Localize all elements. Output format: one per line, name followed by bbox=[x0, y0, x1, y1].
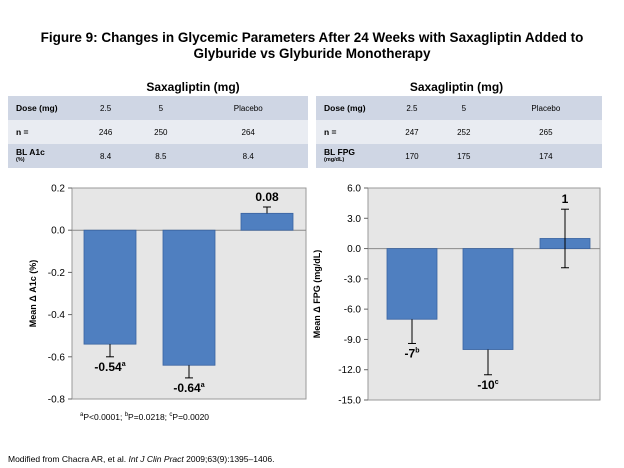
y-tick-label: -15.0 bbox=[338, 396, 361, 407]
data-label-sup: b bbox=[415, 347, 419, 354]
y-tick-label: 0.0 bbox=[347, 244, 361, 255]
table-cell: 252 bbox=[437, 120, 490, 144]
data-label: 0.08 bbox=[255, 190, 279, 204]
data-label: 1 bbox=[562, 192, 569, 206]
a1c-bar-chart: 0.20.0-0.2-0.4-0.6-0.8-0.54a-0.64a0.08Me… bbox=[28, 184, 307, 406]
table-row: n = 247 252 265 bbox=[316, 120, 602, 144]
table-cell: 264 bbox=[188, 120, 308, 144]
table-cell: 250 bbox=[133, 120, 189, 144]
table-cell: 247 bbox=[386, 120, 438, 144]
y-tick-label: 3.0 bbox=[347, 214, 361, 225]
table-row: BL FPG (mg/dL) 170 175 174 bbox=[316, 144, 602, 168]
footnote-sup-b: b bbox=[124, 412, 129, 419]
data-label-sup: a bbox=[122, 361, 126, 368]
row-label-text: n = bbox=[16, 127, 29, 137]
row-unit: (mg/dL) bbox=[324, 157, 345, 163]
y-axis-label: Mean Δ A1c (%) bbox=[28, 260, 38, 327]
table-row: Dose (mg) 2.5 5 Placebo bbox=[8, 96, 308, 120]
row-unit: (%) bbox=[16, 157, 25, 163]
table-row: BL A1c (%) 8.4 8.5 8.4 bbox=[8, 144, 308, 168]
row-label: Dose (mg) bbox=[316, 96, 386, 120]
data-label-value: -7 bbox=[405, 346, 416, 360]
y-tick-label: 0.0 bbox=[51, 226, 65, 237]
footnote-text-1: P<0.0001; bbox=[83, 412, 125, 422]
table-cell: Placebo bbox=[489, 96, 602, 120]
row-label: n = bbox=[316, 120, 386, 144]
data-label-value: 0.08 bbox=[255, 190, 279, 204]
row-label: BL A1c (%) bbox=[8, 144, 78, 168]
y-tick-label: -12.0 bbox=[338, 365, 361, 376]
table-cell: 2.5 bbox=[78, 96, 134, 120]
data-label-sup: c bbox=[495, 379, 499, 386]
row-label: BL FPG (mg/dL) bbox=[316, 144, 386, 168]
footnote-text-2: P=0.0218; bbox=[128, 412, 170, 422]
row-label: Dose (mg) bbox=[8, 96, 78, 120]
data-label: -7b bbox=[405, 346, 420, 360]
bar bbox=[162, 229, 216, 366]
bar bbox=[83, 229, 137, 345]
data-label: -0.54a bbox=[94, 360, 125, 374]
table-cell: 175 bbox=[437, 144, 490, 168]
y-tick-label: -0.8 bbox=[48, 395, 66, 406]
footnote-sup-c: c bbox=[169, 412, 173, 419]
data-label: -0.64a bbox=[173, 381, 204, 395]
table-cell: 5 bbox=[133, 96, 189, 120]
table-cell: 2.5 bbox=[386, 96, 438, 120]
left-panel-header: Saxagliptin (mg) bbox=[146, 80, 240, 94]
table-cell: Placebo bbox=[188, 96, 308, 120]
source-citation: Modified from Chacra AR, et al. Int J Cl… bbox=[8, 454, 275, 464]
figure-title: Figure 9: Changes in Glycemic Parameters… bbox=[0, 30, 624, 62]
y-tick-label: -0.4 bbox=[48, 310, 66, 321]
table-cell: 174 bbox=[489, 144, 602, 168]
source-prefix: Modified from Chacra AR, et al. bbox=[8, 454, 129, 464]
fpg-bar-chart: 6.0 3.0 0.0 -3.0 -6.0 -9.0 -12.0 -15.0 -7b -10c 1 M… bbox=[312, 184, 601, 407]
y-axis-label: Mean Δ FPG (mg/dL) bbox=[312, 250, 322, 338]
table-cell: 265 bbox=[489, 120, 602, 144]
bar bbox=[462, 248, 514, 350]
y-tick-label: -0.2 bbox=[48, 268, 66, 279]
data-label: -10c bbox=[477, 378, 498, 392]
row-label-text: Dose (mg) bbox=[324, 103, 366, 113]
footnote: aP<0.0001; bP=0.0218; cP=0.0020 bbox=[80, 412, 209, 422]
figure-title-line-1: Figure 9: Changes in Glycemic Parameters… bbox=[40, 30, 584, 45]
data-label-value: -0.54 bbox=[94, 360, 122, 374]
table-cell: 8.4 bbox=[78, 144, 134, 168]
bar bbox=[240, 212, 294, 231]
row-label-text: Dose (mg) bbox=[16, 103, 58, 113]
table-row: Dose (mg) 2.5 5 Placebo bbox=[316, 96, 602, 120]
row-label: n = bbox=[8, 120, 78, 144]
table-cell: 8.4 bbox=[188, 144, 308, 168]
row-label-text: n = bbox=[324, 127, 337, 137]
y-tick-label: -9.0 bbox=[344, 335, 362, 346]
table-cell: 170 bbox=[386, 144, 438, 168]
footnote-text-3: P=0.0020 bbox=[172, 412, 210, 422]
data-label-value: -0.64 bbox=[173, 381, 201, 395]
y-tick-label: -6.0 bbox=[344, 305, 362, 316]
table-cell: 246 bbox=[78, 120, 134, 144]
footnote-sup-a: a bbox=[80, 412, 84, 419]
source-suffix: 2009;63(9):1395–1406. bbox=[183, 454, 275, 464]
left-info-table: Dose (mg) 2.5 5 Placebo n = 246 250 264 BL A1c (%… bbox=[8, 96, 308, 168]
table-cell: 5 bbox=[437, 96, 490, 120]
data-label-sup: a bbox=[201, 382, 205, 389]
table-cell: 8.5 bbox=[133, 144, 189, 168]
table-row: n = 246 250 264 bbox=[8, 120, 308, 144]
y-tick-label: 6.0 bbox=[347, 184, 361, 195]
data-label-value: -10 bbox=[477, 378, 495, 392]
right-info-table: Dose (mg) 2.5 5 Placebo n = 247 252 265 BL FPG (m… bbox=[316, 96, 602, 168]
source-journal: Int J Clin Pract bbox=[128, 454, 184, 464]
row-label-text: BL FPG bbox=[324, 147, 356, 157]
y-tick-label: -3.0 bbox=[344, 274, 362, 285]
y-tick-label: -0.6 bbox=[48, 352, 66, 363]
data-label-value: 1 bbox=[562, 192, 569, 206]
y-tick-label: 0.2 bbox=[51, 184, 65, 195]
bar bbox=[386, 248, 438, 320]
row-label-text: BL A1c bbox=[16, 147, 45, 157]
right-panel-header: Saxagliptin (mg) bbox=[409, 80, 504, 94]
figure-title-line-2: Glyburide vs Glyburide Monotherapy bbox=[193, 46, 431, 61]
